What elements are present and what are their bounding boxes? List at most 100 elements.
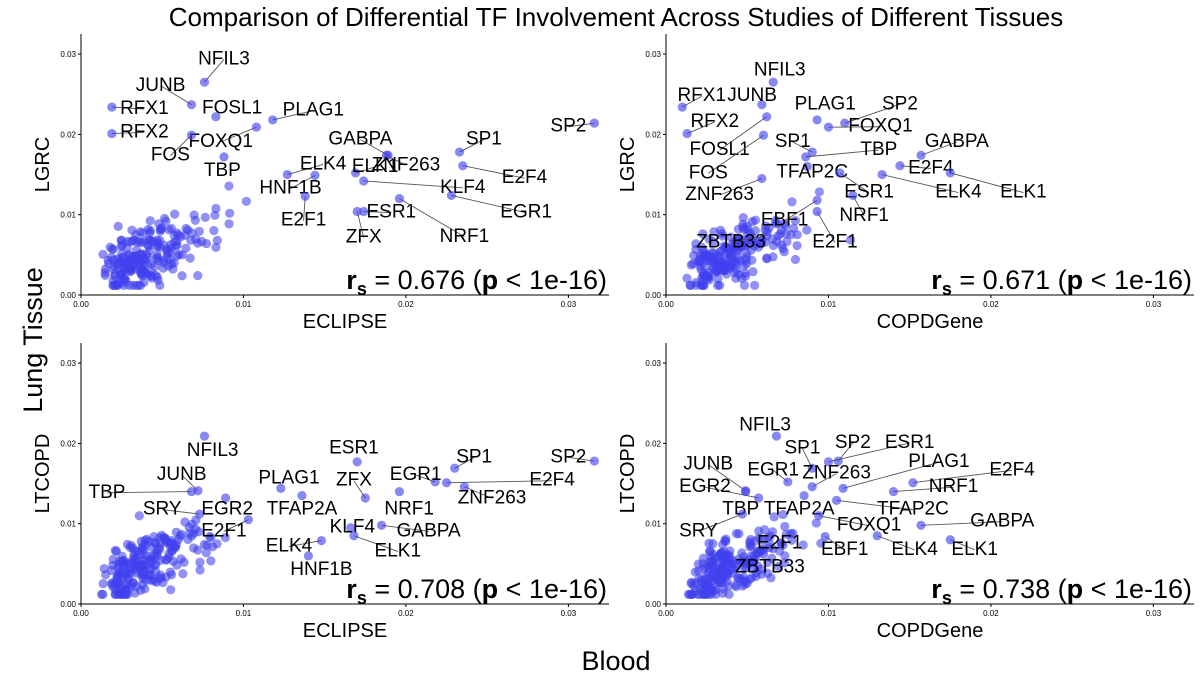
data-point-labeled: [758, 130, 769, 140]
data-point: [179, 557, 189, 567]
data-point-labeled: [430, 477, 440, 487]
label-connector: [287, 164, 324, 175]
data-point: [162, 253, 172, 263]
data-point: [682, 273, 692, 283]
tf-label: TBP: [860, 139, 897, 160]
data-point: [765, 531, 775, 541]
y-tick-label: 0.03: [60, 359, 76, 368]
x-tick-label: 0.01: [236, 300, 252, 309]
data-point-labeled: [814, 511, 824, 521]
tf-label: ZBTB33: [696, 231, 766, 252]
data-point: [127, 225, 137, 235]
label-connector: [950, 172, 1024, 194]
data-point-labeled: [199, 431, 210, 441]
data-point: [790, 216, 801, 226]
data-point-labeled: [349, 531, 359, 541]
data-point-labeled: [802, 161, 812, 172]
label-connector: [686, 121, 715, 134]
label-connector: [816, 211, 836, 243]
label-connector: [812, 473, 837, 488]
data-point: [739, 260, 749, 271]
tf-label: ELK4: [891, 539, 938, 560]
data-point: [181, 223, 191, 234]
tf-label: NRF1: [839, 205, 889, 226]
data-point: [145, 216, 155, 226]
y-axis-label: LTCOPD: [617, 434, 639, 514]
data-point-labeled: [194, 509, 205, 519]
data-point-labeled: [758, 549, 769, 559]
data-point: [721, 536, 731, 547]
data-point: [99, 563, 109, 574]
label-connector: [111, 106, 145, 110]
data-point-labeled: [838, 483, 848, 493]
tf-label: ZNF263: [458, 487, 527, 508]
tf-label: SRY: [679, 520, 718, 541]
label-connector: [805, 149, 879, 158]
tf-label: EGR2: [679, 476, 731, 497]
tf-label: ZNF263: [802, 462, 871, 483]
data-point: [700, 579, 710, 589]
data-point-labeled: [350, 168, 361, 178]
label-connector: [204, 58, 225, 83]
y-tick-label: 0.02: [645, 439, 661, 448]
data-point-labeled: [199, 77, 210, 87]
label-connector: [877, 535, 915, 551]
tf-label: EBF1: [761, 210, 809, 231]
label-connector: [893, 486, 954, 493]
tf-label: E2F1: [812, 231, 857, 252]
data-point: [131, 280, 141, 290]
tf-label: FOSL1: [202, 97, 262, 118]
tf-label: EGR2: [201, 499, 253, 520]
data-point: [98, 589, 108, 599]
tf-label: SP2: [882, 93, 918, 114]
data-point-labeled: [381, 150, 392, 160]
data-point: [814, 187, 824, 197]
data-point-labeled: [788, 528, 798, 538]
x-tick-label: 0.02: [398, 609, 414, 618]
data-point: [780, 221, 791, 231]
data-point: [124, 250, 134, 261]
data-point-labeled: [823, 122, 834, 132]
data-point: [708, 557, 718, 567]
data-point: [130, 565, 141, 575]
data-point: [138, 561, 148, 571]
data-point-labeled: [450, 463, 460, 473]
tf-label: ESR1: [329, 438, 379, 459]
data-point: [166, 243, 176, 254]
data-point: [113, 221, 123, 231]
tf-label: PLAG1: [258, 467, 319, 488]
data-point-labeled: [454, 147, 465, 157]
tf-label: ELK4: [935, 182, 982, 203]
data-point: [754, 533, 764, 543]
data-point: [114, 556, 125, 566]
data-point-labeled: [300, 191, 310, 201]
data-point: [211, 203, 221, 214]
data-point: [811, 518, 821, 528]
label-connector: [170, 134, 192, 156]
data-point: [135, 227, 145, 237]
data-point: [740, 268, 750, 278]
tf-label: ZFX: [336, 470, 372, 491]
data-point-labeled: [186, 100, 197, 110]
data-point: [166, 585, 176, 595]
data-point: [100, 270, 110, 280]
tf-label: RFX2: [120, 121, 169, 142]
x-tick-label: 0.02: [983, 300, 999, 309]
data-point: [776, 538, 786, 548]
y-tick-label: 0.01: [60, 211, 76, 220]
data-point-labeled: [276, 483, 286, 493]
tf-label: KLF4: [330, 516, 376, 537]
data-point: [202, 540, 212, 550]
label-connector: [719, 116, 767, 151]
label-connector: [704, 486, 759, 499]
data-point-labeled: [310, 170, 320, 180]
data-point: [173, 230, 184, 240]
y-tick-label: 0.00: [60, 600, 76, 609]
data-point: [747, 573, 757, 583]
data-point: [798, 540, 808, 550]
data-point-labeled: [211, 112, 221, 122]
data-point: [762, 558, 773, 568]
x-tick-label: 0.00: [658, 609, 674, 618]
tf-label: SP2: [835, 432, 871, 453]
data-point: [128, 578, 138, 588]
